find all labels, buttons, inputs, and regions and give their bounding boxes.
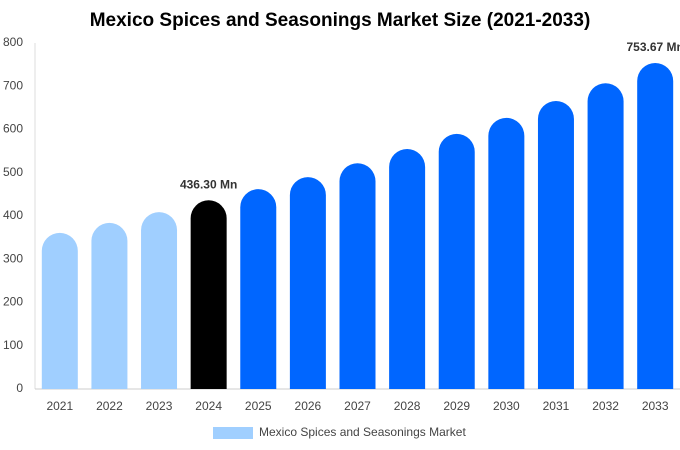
bar <box>41 232 78 389</box>
x-tick-label: 2032 <box>592 399 619 413</box>
bar <box>141 212 178 389</box>
y-tick-label: 0 <box>16 381 23 395</box>
x-tick-label: 2030 <box>493 399 520 413</box>
x-tick-label: 2025 <box>245 399 272 413</box>
x-tick-label: 2033 <box>642 399 669 413</box>
legend-swatch <box>213 427 253 439</box>
bar <box>240 189 277 389</box>
x-tick-label: 2027 <box>344 399 371 413</box>
x-tick-label: 2023 <box>146 399 173 413</box>
y-tick-label: 400 <box>3 208 23 222</box>
bar <box>339 163 376 389</box>
y-tick-label: 600 <box>3 122 23 136</box>
bar <box>637 63 674 390</box>
x-tick-label: 2021 <box>46 399 73 413</box>
bar <box>438 133 475 389</box>
y-tick-label: 200 <box>3 295 23 309</box>
data-label: 753.67 Mn <box>627 40 680 54</box>
y-tick-label: 500 <box>3 165 23 179</box>
bar <box>91 222 128 389</box>
y-tick-label: 700 <box>3 78 23 92</box>
legend-label: Mexico Spices and Seasonings Market <box>259 425 466 439</box>
y-tick-label: 300 <box>3 251 23 265</box>
bar <box>289 177 326 389</box>
bar <box>190 200 227 389</box>
x-tick-label: 2022 <box>96 399 123 413</box>
data-label: 436.30 Mn <box>180 177 237 191</box>
bar <box>587 83 624 390</box>
x-tick-label: 2031 <box>543 399 570 413</box>
chart-title: Mexico Spices and Seasonings Market Size… <box>90 10 591 31</box>
x-tick-label: 2026 <box>295 399 322 413</box>
bar <box>488 117 525 389</box>
y-tick-label: 100 <box>3 338 23 352</box>
y-tick-label: 800 <box>3 35 23 49</box>
bar <box>537 100 574 389</box>
x-tick-label: 2028 <box>394 399 421 413</box>
x-tick-label: 2024 <box>195 399 222 413</box>
x-tick-label: 2029 <box>443 399 470 413</box>
bar <box>389 148 426 389</box>
